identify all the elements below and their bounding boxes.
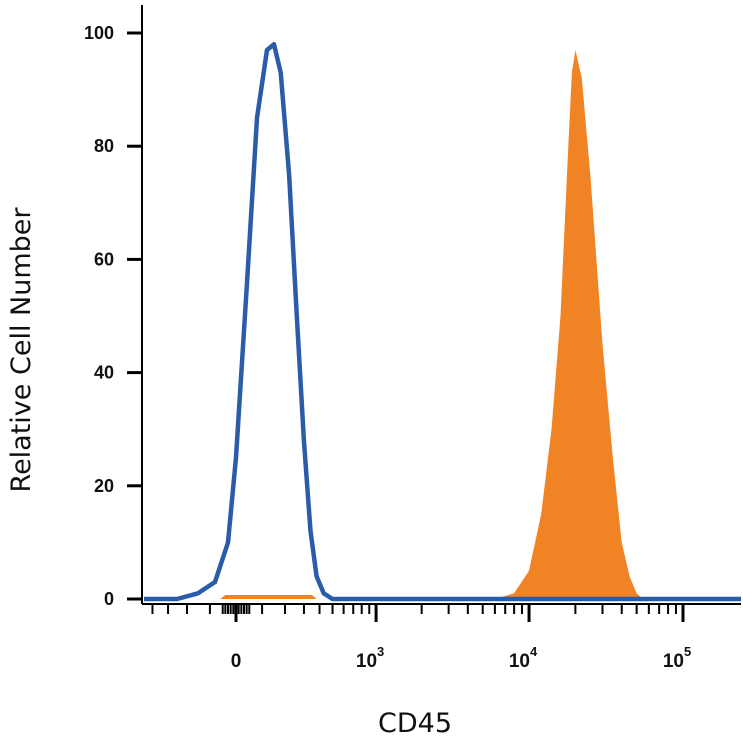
x-tick-exponent: 5	[684, 644, 691, 659]
x-tick-base: 10	[663, 651, 684, 672]
y-tick-label: 60	[94, 249, 114, 269]
y-tick-label: 100	[84, 23, 114, 43]
series-layer	[144, 42, 741, 602]
x-axis-label: CD45	[378, 708, 452, 739]
y-tick-label: 0	[104, 589, 114, 609]
y-axis-label: Relative Cell Number	[6, 207, 37, 493]
y-axis-ticks: 0 20 40 60 80 100	[84, 23, 142, 609]
y-tick-label: 80	[94, 136, 114, 156]
x-tick-label: 105	[663, 644, 691, 672]
x-tick-exponent: 4	[530, 644, 538, 659]
y-tick-label: 40	[94, 363, 114, 383]
x-tick-label: 103	[356, 644, 384, 672]
filled-histogram-baseline	[220, 595, 317, 599]
x-tick-exponent: 3	[377, 644, 384, 659]
filled-histogram-series	[494, 50, 644, 599]
x-tick-base: 0	[231, 651, 242, 672]
x-tick-label: 0	[231, 651, 242, 672]
x-tick-label: 104	[509, 644, 538, 672]
outline-histogram-series	[144, 42, 741, 602]
x-tick-base: 10	[356, 651, 377, 672]
x-axis-ticks: 0 103 104 105	[151, 604, 691, 672]
x-tick-base: 10	[509, 651, 530, 672]
y-tick-label: 20	[94, 476, 114, 496]
axes	[141, 5, 741, 605]
